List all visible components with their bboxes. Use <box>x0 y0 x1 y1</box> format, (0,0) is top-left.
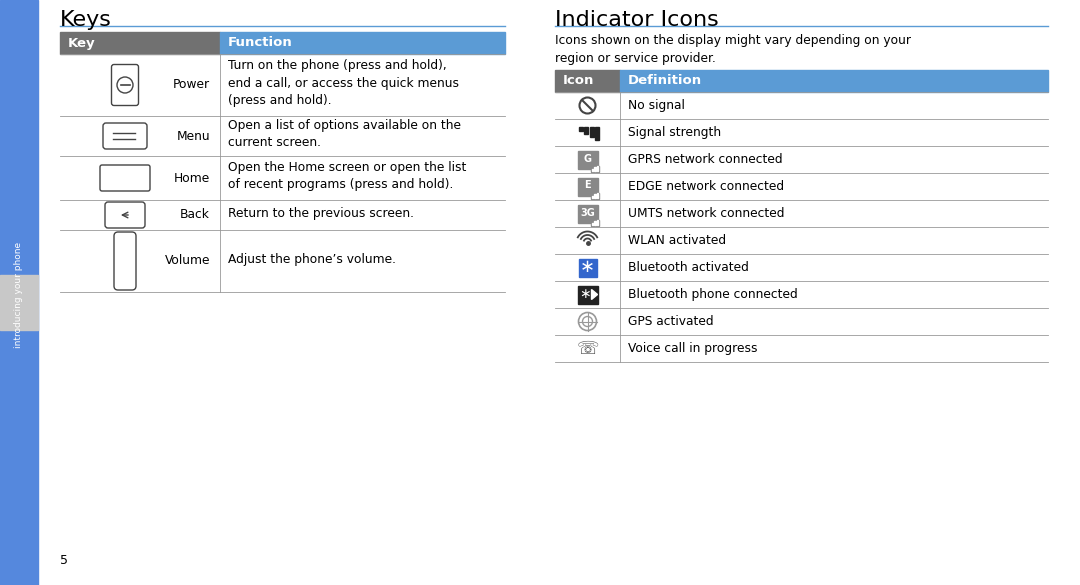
Text: introducing your phone: introducing your phone <box>14 242 24 348</box>
Polygon shape <box>592 290 597 300</box>
Bar <box>591 219 598 225</box>
Bar <box>579 259 596 277</box>
Text: ∗: ∗ <box>580 259 595 277</box>
Bar <box>595 126 599 139</box>
Circle shape <box>117 77 133 93</box>
Text: G: G <box>583 153 592 163</box>
FancyBboxPatch shape <box>111 64 138 105</box>
Text: 3G: 3G <box>580 208 595 218</box>
Text: GPRS network connected: GPRS network connected <box>627 153 783 166</box>
Text: Voice call in progress: Voice call in progress <box>627 342 757 355</box>
Bar <box>596 192 598 198</box>
Bar <box>594 167 595 170</box>
Bar <box>590 126 594 136</box>
Text: Power: Power <box>173 78 210 91</box>
Bar <box>0 0 38 585</box>
Bar <box>60 32 220 54</box>
Text: Home: Home <box>174 171 210 184</box>
Bar <box>594 221 595 225</box>
Bar <box>596 166 598 170</box>
Text: No signal: No signal <box>627 99 685 112</box>
FancyBboxPatch shape <box>100 165 150 191</box>
Text: Open a list of options available on the
current screen.: Open a list of options available on the … <box>228 119 461 149</box>
Text: Adjust the phone’s volume.: Adjust the phone’s volume. <box>228 253 396 266</box>
Text: Turn on the phone (press and hold),
end a call, or access the quick menus
(press: Turn on the phone (press and hold), end … <box>228 59 459 107</box>
Text: Definition: Definition <box>627 74 702 88</box>
Text: Open the Home screen or open the list
of recent programs (press and hold).: Open the Home screen or open the list of… <box>228 161 467 191</box>
Text: UMTS network connected: UMTS network connected <box>627 207 784 220</box>
Bar <box>579 126 582 130</box>
Text: GPS activated: GPS activated <box>627 315 714 328</box>
Bar <box>594 194 595 198</box>
Text: WLAN activated: WLAN activated <box>627 234 726 247</box>
Text: Bluetooth phone connected: Bluetooth phone connected <box>627 288 798 301</box>
Text: Keys: Keys <box>60 10 112 30</box>
Bar <box>220 32 505 54</box>
Text: Back: Back <box>180 208 210 222</box>
Text: Return to the previous screen.: Return to the previous screen. <box>228 207 414 219</box>
Text: Bluetooth activated: Bluetooth activated <box>627 261 748 274</box>
Text: EDGE network connected: EDGE network connected <box>627 180 784 193</box>
Bar <box>584 126 588 133</box>
Bar <box>620 70 1048 92</box>
Bar <box>578 177 597 195</box>
Bar <box>596 219 598 225</box>
Text: ☏: ☏ <box>577 339 598 357</box>
Bar <box>592 195 593 198</box>
Bar <box>591 166 598 171</box>
FancyBboxPatch shape <box>114 232 136 290</box>
Bar <box>592 168 593 170</box>
Text: Menu: Menu <box>176 129 210 143</box>
Text: Signal strength: Signal strength <box>627 126 721 139</box>
Text: Volume: Volume <box>164 254 210 267</box>
Bar <box>578 150 597 168</box>
Text: ∗: ∗ <box>580 287 592 301</box>
Bar <box>0 275 38 330</box>
FancyBboxPatch shape <box>103 123 147 149</box>
Bar <box>578 285 597 304</box>
Bar <box>592 222 593 225</box>
Bar <box>578 205 597 222</box>
Text: Key: Key <box>68 36 96 50</box>
Text: Function: Function <box>228 36 293 50</box>
Text: Icons shown on the display might vary depending on your
region or service provid: Icons shown on the display might vary de… <box>555 34 912 65</box>
Text: Indicator Icons: Indicator Icons <box>555 10 719 30</box>
Bar <box>591 192 598 198</box>
Bar <box>555 70 620 92</box>
Text: 5: 5 <box>60 554 68 567</box>
FancyBboxPatch shape <box>105 202 145 228</box>
Text: E: E <box>584 181 591 191</box>
Text: Icon: Icon <box>563 74 594 88</box>
